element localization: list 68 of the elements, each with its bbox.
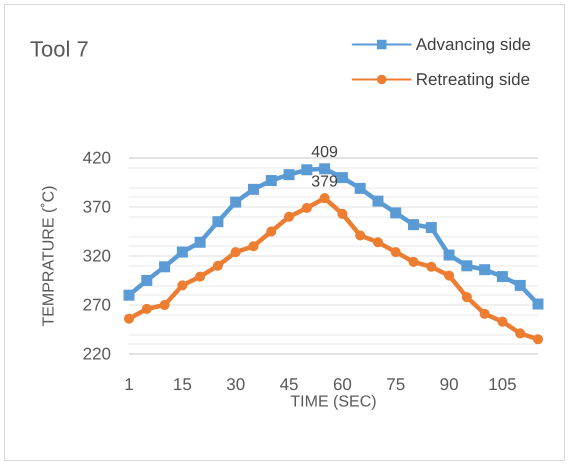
- chart-title: Tool 7: [30, 36, 89, 62]
- point: [479, 264, 490, 276]
- point: [532, 298, 544, 310]
- point: [284, 212, 294, 222]
- point: [302, 202, 312, 213]
- point: [195, 272, 206, 282]
- point: [426, 222, 437, 234]
- point: [497, 316, 508, 327]
- point: [248, 241, 258, 252]
- point: [444, 250, 455, 261]
- y-tick-label: 270: [82, 296, 111, 314]
- x-tick-label: 30: [226, 375, 246, 394]
- point: [461, 260, 472, 272]
- point: [248, 184, 259, 195]
- x-tick-label: 1: [124, 375, 134, 394]
- point: [301, 164, 312, 176]
- point: [426, 262, 436, 272]
- point: [230, 247, 241, 258]
- point: [142, 304, 152, 314]
- point: [159, 261, 170, 272]
- x-tick-label: 45: [280, 375, 299, 394]
- data-label: 379: [311, 174, 338, 191]
- point: [194, 236, 206, 248]
- x-tick-label: 105: [488, 375, 517, 394]
- point: [336, 172, 348, 184]
- y-axis-title: TEMPRATURE (˚C): [40, 185, 58, 327]
- x-tick-label: 90: [440, 375, 459, 394]
- point: [337, 208, 348, 219]
- point: [160, 300, 170, 310]
- x-tick-label: 75: [386, 375, 406, 394]
- y-tick-label: 220: [82, 344, 111, 364]
- point: [408, 256, 419, 267]
- point: [176, 246, 188, 258]
- point: [284, 169, 295, 180]
- point: [514, 280, 526, 291]
- point: [212, 260, 223, 271]
- point: [124, 314, 134, 324]
- y-tick-label: 320: [82, 246, 111, 266]
- point: [496, 271, 508, 282]
- point: [480, 308, 490, 319]
- legend-label: Retreating side: [416, 70, 530, 89]
- point: [124, 290, 134, 301]
- point: [354, 182, 366, 194]
- data-label: 409: [311, 144, 338, 161]
- point: [372, 196, 384, 207]
- point: [177, 280, 188, 290]
- point: [319, 163, 330, 174]
- point: [355, 230, 366, 240]
- point: [230, 196, 242, 208]
- point: [320, 193, 330, 204]
- x-tick-label: 15: [172, 375, 192, 394]
- point: [390, 207, 402, 218]
- point: [266, 226, 276, 236]
- x-axis-title: TIME (SEC): [290, 394, 377, 410]
- point: [533, 334, 543, 344]
- point: [444, 270, 454, 281]
- point: [266, 175, 277, 186]
- point: [390, 247, 401, 258]
- point: [372, 237, 383, 248]
- y-tick-label: 370: [82, 198, 111, 216]
- point: [515, 328, 526, 338]
- point: [462, 292, 472, 302]
- x-tick-label: 60: [332, 375, 352, 394]
- y-tick-label: 420: [82, 148, 111, 168]
- point: [141, 275, 152, 286]
- legend-label: Advancing side: [416, 35, 532, 54]
- point: [212, 216, 224, 228]
- point: [408, 219, 420, 230]
